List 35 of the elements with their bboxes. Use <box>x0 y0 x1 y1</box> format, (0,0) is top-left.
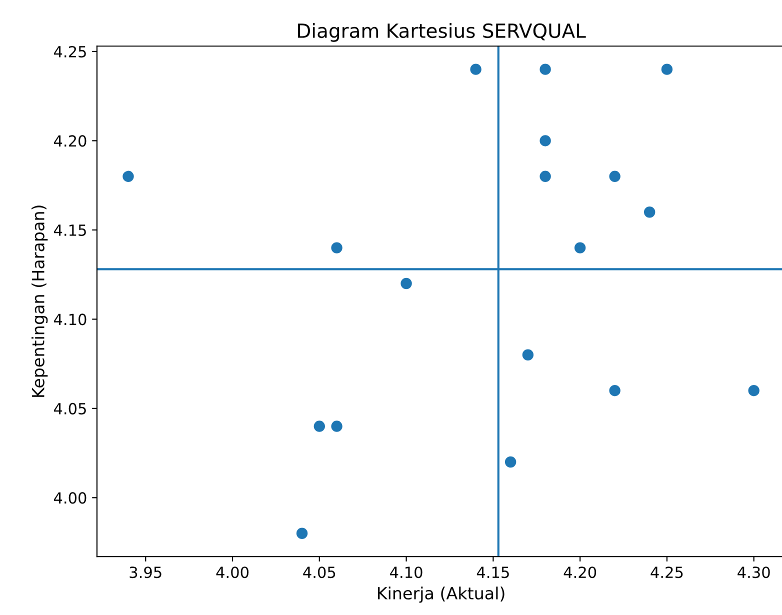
point <box>331 242 342 254</box>
x-tick-label: 4.15 <box>476 566 509 578</box>
x-tick-label: 4.20 <box>564 566 596 578</box>
point <box>400 278 412 290</box>
y-tick-label: 4.25 <box>54 46 86 58</box>
point <box>522 349 534 360</box>
y-axis-title: Kepentingan (Harapan) <box>32 206 48 397</box>
point <box>540 135 551 146</box>
point <box>504 456 516 468</box>
point <box>609 170 620 182</box>
x-tick-label: 4.00 <box>216 566 249 578</box>
x-axis-title: Kinerja (Aktual) <box>378 586 504 603</box>
point <box>574 242 586 254</box>
point <box>540 64 551 75</box>
point <box>331 420 342 432</box>
y-tick-label: 4.10 <box>54 314 86 326</box>
y-tick-label: 4.00 <box>54 492 86 504</box>
point <box>314 420 326 432</box>
point <box>644 206 656 218</box>
x-tick-label: 4.05 <box>303 566 336 578</box>
point <box>661 64 673 75</box>
point <box>296 528 308 539</box>
x-tick-label: 3.95 <box>130 566 162 578</box>
point <box>540 170 551 182</box>
x-tick-label: 4.30 <box>738 566 770 578</box>
chart-title: Diagram Kartesius SERVQUAL <box>298 23 586 42</box>
point <box>609 384 620 396</box>
x-tick-label: 4.25 <box>650 566 683 578</box>
point <box>748 384 760 396</box>
point <box>122 170 134 182</box>
point <box>470 64 482 75</box>
y-tick-label: 4.20 <box>54 135 86 147</box>
x-tick-label: 4.10 <box>390 566 422 578</box>
y-tick-label: 4.15 <box>54 224 86 236</box>
y-tick-label: 4.05 <box>54 402 86 414</box>
